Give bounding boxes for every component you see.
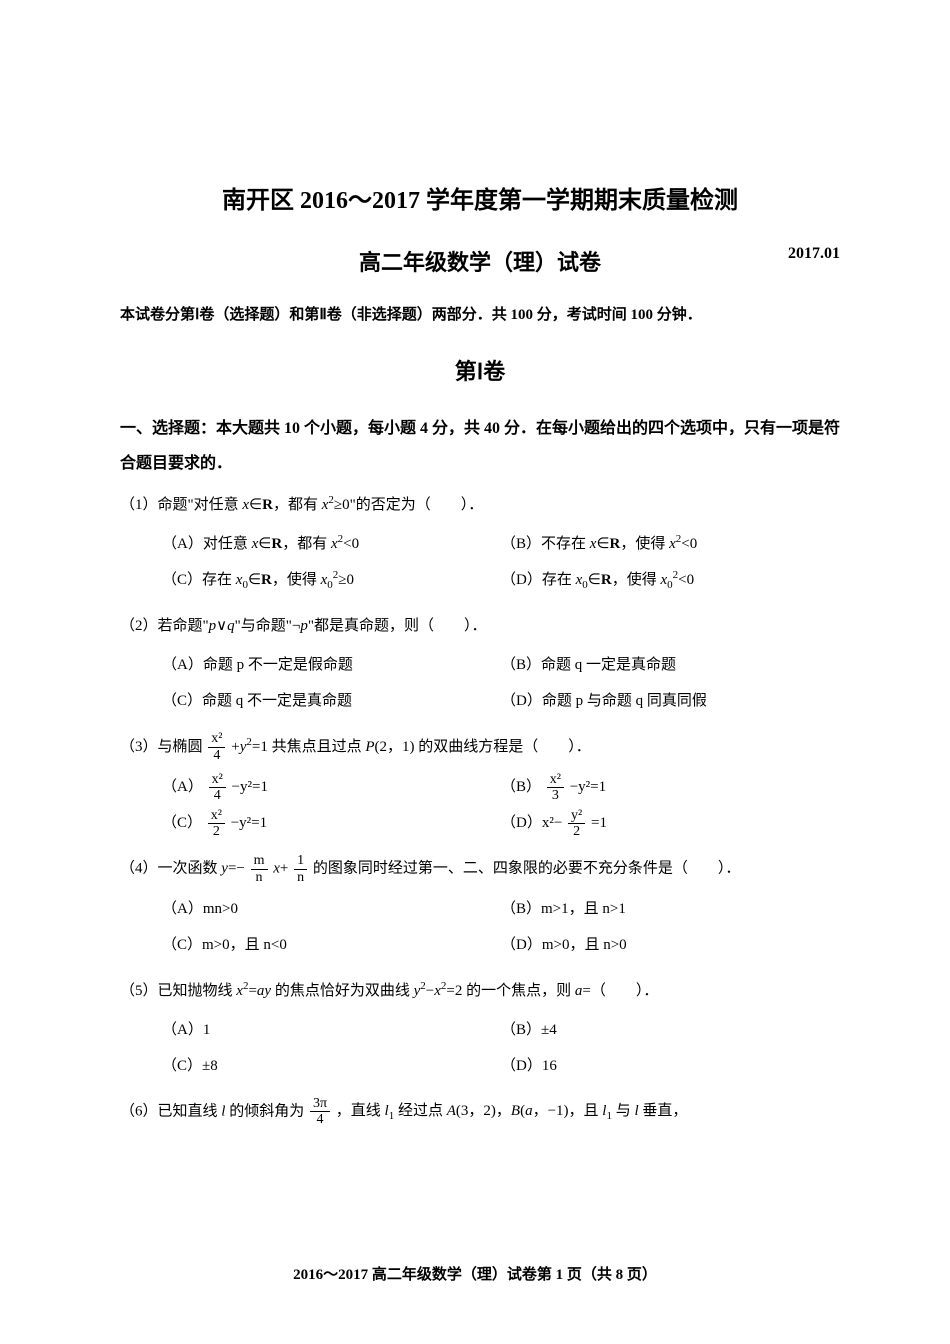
q4-mid: x+ [273, 861, 288, 877]
q4-option-a: （A）mn>0 [162, 891, 501, 927]
q3-a-fraction: x² 4 [209, 772, 226, 804]
q1-option-d: （D）存在 x0∈R，使得 x02<0 [501, 562, 840, 598]
q1-option-b: （B）不存在 x∈R，使得 x2<0 [501, 526, 840, 562]
question-1: （1）命题"对任意 x∈R，都有 x2≥0"的否定为（ ）． （A）对任意 x∈… [120, 489, 840, 598]
q5-option-d: （D）16 [501, 1048, 840, 1084]
q3-b-prefix: （B） [501, 779, 541, 795]
q2-option-d: （D）命题 p 与命题 q 同真同假 [501, 683, 840, 719]
q3-c-prefix: （C） [162, 815, 202, 831]
q3-d-den: 2 [568, 824, 585, 839]
q2-option-a: （A）命题 p 不一定是假命题 [162, 647, 501, 683]
q4-option-c: （C）m>0，且 n<0 [162, 927, 501, 963]
q3-c-suffix: −y²=1 [231, 815, 267, 831]
q3-b-suffix: −y²=1 [570, 779, 606, 795]
q6-fraction: 3π 4 [310, 1096, 330, 1128]
question-4-text: （4）一次函数 y=− m n x+ 1 n 的图象同时经过第一、二、四象限的必… [120, 853, 840, 885]
q3-b-num: x² [547, 772, 564, 788]
q5-option-c: （C）±8 [162, 1048, 501, 1084]
q3-a-prefix: （A） [162, 779, 203, 795]
section-heading: 一、选择题：本大题共 10 个小题，每小题 4 分，共 40 分．在每小题给出的… [120, 411, 840, 481]
q3-a-den: 4 [209, 788, 226, 803]
q4-suffix: 的图象同时经过第一、二、四象限的必要不充分条件是（ ）． [313, 861, 741, 877]
q3-prefix: （3）与椭圆 [120, 739, 203, 755]
q4-fraction-2: 1 n [294, 853, 307, 885]
q3-d-fraction: y² 2 [568, 808, 585, 840]
exam-title: 南开区 2016～2017 学年度第一学期期末质量检测 [120, 180, 840, 215]
q3-frac-num: x² [208, 731, 225, 747]
q1-option-a: （A）对任意 x∈R，都有 x2<0 [162, 526, 501, 562]
q4-prefix: （4）一次函数 y=− [120, 861, 245, 877]
q3-c-num: x² [208, 808, 225, 824]
q3-b-fraction: x² 3 [547, 772, 564, 804]
q4-f2-den: n [294, 870, 307, 885]
q6-frac-num: 3π [310, 1096, 330, 1112]
exam-instruction: 本试卷分第Ⅰ卷（选择题）和第Ⅱ卷（非选择题）两部分．共 100 分，考试时间 1… [120, 302, 840, 329]
q3-option-c: （C） x² 2 −y²=1 [162, 805, 501, 841]
q3-a-suffix: −y²=1 [232, 779, 268, 795]
q2-option-c: （C）命题 q 不一定是真命题 [162, 683, 501, 719]
question-2: （2）若命题"p∨q"与命题"¬p"都是真命题，则（ ）． （A）命题 p 不一… [120, 611, 840, 719]
q3-option-d: （D）x²− y² 2 =1 [501, 805, 840, 841]
q3-a-num: x² [209, 772, 226, 788]
question-4: （4）一次函数 y=− m n x+ 1 n 的图象同时经过第一、二、四象限的必… [120, 853, 840, 963]
question-1-text: （1）命题"对任意 x∈R，都有 x2≥0"的否定为（ ）． [120, 489, 840, 520]
q3-c-den: 2 [208, 824, 225, 839]
exam-date: 2017.01 [788, 245, 840, 263]
question-5: （5）已知抛物线 x2=ay 的焦点恰好为双曲线 y2−x2=2 的一个焦点，则… [120, 975, 840, 1084]
q3-frac-den: 4 [208, 748, 225, 763]
question-2-text: （2）若命题"p∨q"与命题"¬p"都是真命题，则（ ）． [120, 611, 840, 641]
q3-b-den: 3 [547, 788, 564, 803]
q3-option-a: （A） x² 4 −y²=1 [162, 769, 501, 805]
question-3: （3）与椭圆 x² 4 +y2=1 共焦点且过点 P(2，1) 的双曲线方程是（… [120, 731, 840, 841]
q5-option-a: （A）1 [162, 1012, 501, 1048]
q6-prefix: （6）已知直线 l 的倾斜角为 [120, 1103, 304, 1119]
volume-title: 第Ⅰ卷 [120, 354, 840, 386]
q4-fraction-1: m n [251, 853, 268, 885]
question-3-text: （3）与椭圆 x² 4 +y2=1 共焦点且过点 P(2，1) 的双曲线方程是（… [120, 731, 840, 763]
q3-option-b: （B） x² 3 −y²=1 [501, 769, 840, 805]
q6-suffix: ，直线 l1 经过点 A(3，2)，B(a，−1)，且 l1 与 l 垂直， [336, 1103, 688, 1119]
q5-option-b: （B）±4 [501, 1012, 840, 1048]
page-footer: 2016～2017 高二年级数学（理）试卷第 1 页（共 8 页） [0, 1263, 950, 1284]
subtitle-row: 高二年级数学（理）试卷 2017.01 [120, 245, 840, 277]
q3-d-suffix: =1 [591, 815, 607, 831]
q3-d-num: y² [568, 808, 585, 824]
q4-f1-den: n [251, 870, 268, 885]
q4-option-d: （D）m>0，且 n>0 [501, 927, 840, 963]
q3-fraction: x² 4 [208, 731, 225, 763]
q1-option-c: （C）存在 x0∈R，使得 x02≥0 [162, 562, 501, 598]
q4-f1-num: m [251, 853, 268, 869]
q3-c-fraction: x² 2 [208, 808, 225, 840]
q4-f2-num: 1 [294, 853, 307, 869]
q3-d-prefix: （D）x²− [501, 815, 562, 831]
q3-suffix: +y2=1 共焦点且过点 P(2，1) 的双曲线方程是（ ）． [231, 739, 591, 755]
question-6: （6）已知直线 l 的倾斜角为 3π 4 ，直线 l1 经过点 A(3，2)，B… [120, 1096, 840, 1128]
question-5-text: （5）已知抛物线 x2=ay 的焦点恰好为双曲线 y2−x2=2 的一个焦点，则… [120, 975, 840, 1006]
q4-option-b: （B）m>1，且 n>1 [501, 891, 840, 927]
q2-option-b: （B）命题 q 一定是真命题 [501, 647, 840, 683]
exam-subtitle: 高二年级数学（理）试卷 [359, 245, 601, 277]
question-6-text: （6）已知直线 l 的倾斜角为 3π 4 ，直线 l1 经过点 A(3，2)，B… [120, 1096, 840, 1128]
q6-frac-den: 4 [310, 1112, 330, 1127]
